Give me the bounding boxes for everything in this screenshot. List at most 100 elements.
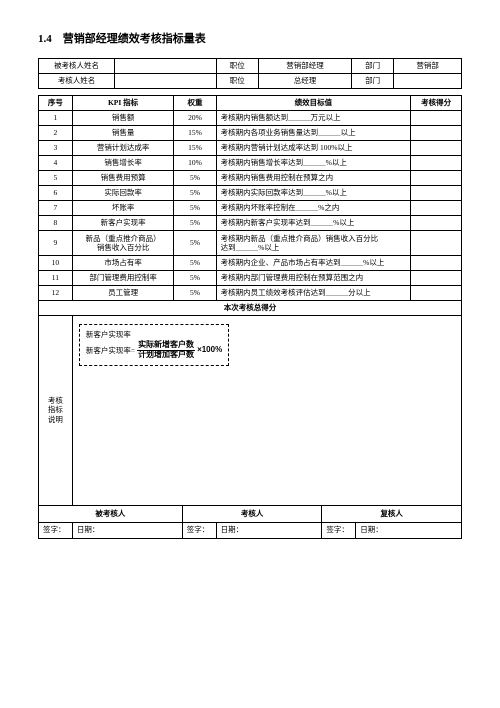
cell-score: [411, 155, 462, 170]
formula-denominator: 计划增加客户数: [137, 351, 195, 360]
cell-weight: 5%: [174, 285, 216, 300]
cell-name: 营销计划达成率: [72, 140, 174, 155]
total-label: 本次考核总得分: [39, 300, 462, 315]
cell-weight: 15%: [174, 125, 216, 140]
cell-name: 新品（重点推介商品） 销售收入百分比: [72, 230, 174, 255]
formula-area: 新客户实现率 新客户实现率= 实际新增客户数 计划增加客户数 ×100%: [72, 316, 461, 506]
hdr-label: 职位: [216, 59, 258, 74]
hdr-value: [115, 59, 217, 74]
cell-name: 实际回款率: [72, 185, 174, 200]
cell-no: 1: [39, 110, 73, 125]
cell-score: [411, 270, 462, 285]
col-score: 考核得分: [411, 95, 462, 110]
cell-score: [411, 215, 462, 230]
cell-target: 考核期内新客户实现率达到＿＿＿%以上: [216, 215, 411, 230]
cell-target: 考核期内营销计划达成率达到 100%以上: [216, 140, 411, 155]
cell-name: 销售费用预算: [72, 170, 174, 185]
col-target: 绩效目标值: [216, 95, 411, 110]
desc-label: 考核 指标 说明: [39, 316, 73, 506]
cell-target: 考核期内各项业务销售量达到＿＿＿以上: [216, 125, 411, 140]
cell-score: [411, 125, 462, 140]
cell-target: 考核期内部门管理费用控制在预算范围之内: [216, 270, 411, 285]
signature-table: 被考核人 考核人 复核人 签字： 日期： 签字： 日期： 签字： 日期：: [38, 506, 462, 539]
cell-score: [411, 200, 462, 215]
hdr-value: 营销部: [394, 59, 462, 74]
cell-name: 销售额: [72, 110, 174, 125]
sig-col: 复核人: [322, 506, 462, 522]
cell-weight: 5%: [174, 215, 216, 230]
formula-tail: ×100%: [197, 345, 222, 355]
sig-sign: 签字：: [39, 522, 73, 538]
kpi-table: 序号 KPI 指标 权重 绩效目标值 考核得分 1销售额20%考核期内销售额达到…: [38, 95, 462, 316]
sig-col: 考核人: [182, 506, 322, 522]
cell-target: 考核期内销售费用控制在预算之内: [216, 170, 411, 185]
formula-box: 新客户实现率 新客户实现率= 实际新增客户数 计划增加客户数 ×100%: [79, 324, 229, 366]
cell-no: 7: [39, 200, 73, 215]
hdr-value: 总经理: [258, 73, 351, 88]
formula-title: 新客户实现率: [86, 330, 222, 340]
cell-name: 坏账率: [72, 200, 174, 215]
cell-target: 考核期内新品（重点推介商品）销售收入百分比 达到＿＿＿%以上: [216, 230, 411, 255]
cell-target: 考核期内销售额达到＿＿＿万元以上: [216, 110, 411, 125]
cell-no: 8: [39, 215, 73, 230]
hdr-value: 营销部经理: [258, 59, 351, 74]
col-weight: 权重: [174, 95, 216, 110]
cell-target: 考核期内销售增长率达到＿＿＿%以上: [216, 155, 411, 170]
cell-score: [411, 170, 462, 185]
cell-score: [411, 285, 462, 300]
cell-weight: 5%: [174, 270, 216, 285]
cell-name: 销售增长率: [72, 155, 174, 170]
cell-no: 11: [39, 270, 73, 285]
sig-sign: 签字：: [182, 522, 216, 538]
cell-name: 市场占有率: [72, 255, 174, 270]
cell-name: 新客户实现率: [72, 215, 174, 230]
hdr-label: 考核人姓名: [39, 73, 115, 88]
cell-no: 10: [39, 255, 73, 270]
formula-lhs: 新客户实现率=: [86, 346, 135, 356]
cell-no: 3: [39, 140, 73, 155]
hdr-label: 部门: [351, 73, 393, 88]
cell-score: [411, 110, 462, 125]
formula-fraction: 实际新增客户数 计划增加客户数: [137, 341, 195, 360]
hdr-label: 被考核人姓名: [39, 59, 115, 74]
hdr-label: 部门: [351, 59, 393, 74]
sig-date: 日期：: [216, 522, 322, 538]
col-no: 序号: [39, 95, 73, 110]
cell-target: 考核期内实际回款率达到＿＿＿%以上: [216, 185, 411, 200]
sig-col: 被考核人: [39, 506, 183, 522]
cell-score: [411, 255, 462, 270]
cell-weight: 15%: [174, 140, 216, 155]
cell-no: 12: [39, 285, 73, 300]
cell-no: 9: [39, 230, 73, 255]
sig-date: 日期：: [356, 522, 462, 538]
header-table: 被考核人姓名 职位 营销部经理 部门 营销部 考核人姓名 职位 总经理 部门: [38, 58, 462, 89]
cell-weight: 5%: [174, 185, 216, 200]
page-title: 1.4 营销部经理绩效考核指标量表: [38, 30, 462, 46]
cell-weight: 20%: [174, 110, 216, 125]
cell-weight: 5%: [174, 170, 216, 185]
cell-score: [411, 185, 462, 200]
cell-target: 考核期内坏账率控制在＿＿＿%之内: [216, 200, 411, 215]
cell-score: [411, 140, 462, 155]
cell-target: 考核期内企业、产品市场占有率达到＿＿＿%以上: [216, 255, 411, 270]
cell-no: 5: [39, 170, 73, 185]
cell-name: 部门管理费用控制率: [72, 270, 174, 285]
cell-weight: 5%: [174, 230, 216, 255]
sig-date: 日期：: [72, 522, 182, 538]
desc-table: 考核 指标 说明 新客户实现率 新客户实现率= 实际新增客户数 计划增加客户数 …: [38, 316, 462, 507]
cell-score: [411, 230, 462, 255]
hdr-value: [115, 73, 217, 88]
cell-weight: 5%: [174, 255, 216, 270]
hdr-label: 职位: [216, 73, 258, 88]
cell-name: 销售量: [72, 125, 174, 140]
cell-no: 6: [39, 185, 73, 200]
col-name: KPI 指标: [72, 95, 174, 110]
sig-sign: 签字：: [322, 522, 356, 538]
cell-no: 2: [39, 125, 73, 140]
cell-no: 4: [39, 155, 73, 170]
cell-weight: 10%: [174, 155, 216, 170]
hdr-value: [394, 73, 462, 88]
cell-name: 员工管理: [72, 285, 174, 300]
cell-target: 考核期内员工绩效考核评估达到＿＿＿分以上: [216, 285, 411, 300]
cell-weight: 5%: [174, 200, 216, 215]
